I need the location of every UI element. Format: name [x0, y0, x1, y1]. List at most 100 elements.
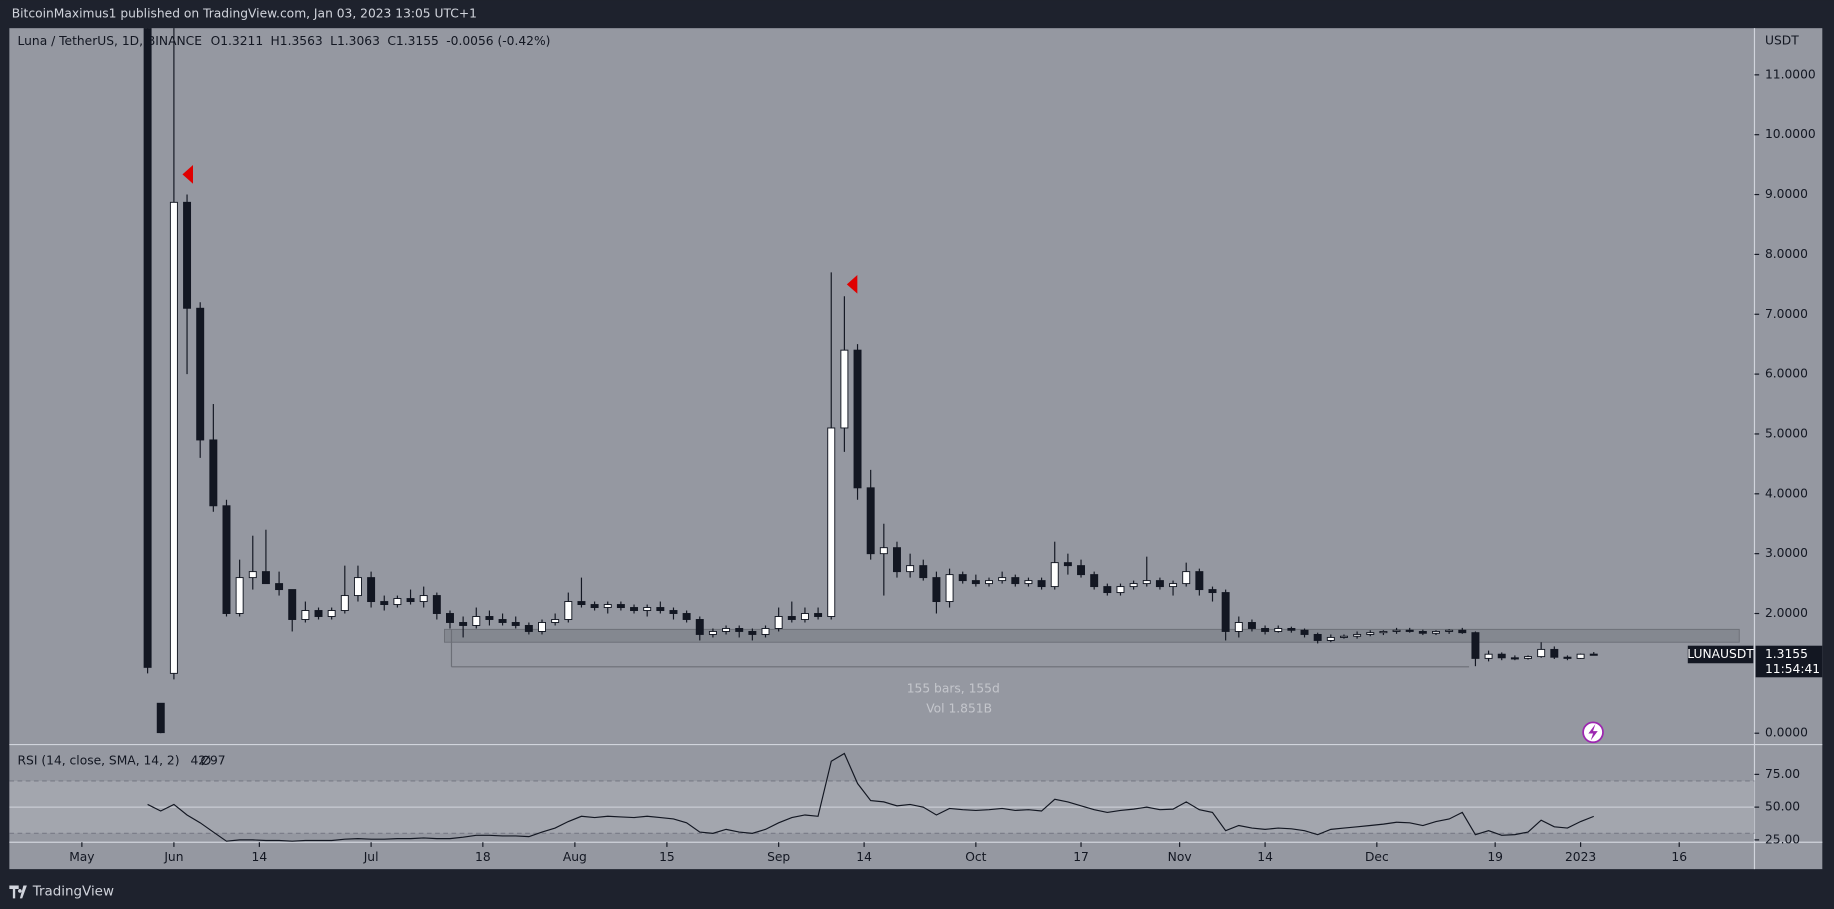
- chart-area: [9, 28, 1823, 870]
- x-tick-label: 17: [1073, 850, 1089, 864]
- ohlc-value: 1.3563: [280, 34, 323, 48]
- candle-down: [1208, 589, 1217, 594]
- candle-up: [708, 630, 717, 635]
- candle-up: [419, 595, 428, 603]
- x-tick-label: 14: [1257, 850, 1273, 864]
- candle-up: [643, 607, 652, 611]
- x-tick-label: 15: [659, 850, 675, 864]
- candle-down: [432, 595, 441, 614]
- candle-up: [906, 565, 915, 573]
- x-tick-label: Oct: [965, 850, 986, 864]
- candle-down: [669, 610, 678, 614]
- candle-down: [919, 565, 928, 579]
- rsi-legend: RSI (14, close, SMA, 14, 2) 42.97: [18, 753, 226, 767]
- candle-up: [1392, 629, 1401, 632]
- y-tick-label: 7.0000: [1765, 307, 1808, 321]
- rsi-line: [147, 752, 1594, 842]
- countdown: 11:54:41: [1765, 662, 1820, 676]
- x-tick-label: 14: [252, 850, 268, 864]
- y-tick-label: 0.0000: [1765, 726, 1808, 740]
- candle-down: [446, 613, 454, 623]
- y-tick-label: 11.0000: [1765, 67, 1816, 81]
- candle-down: [288, 589, 297, 620]
- candle-down: [1300, 629, 1309, 635]
- candle-up: [1116, 586, 1125, 594]
- candle-down: [1563, 656, 1572, 659]
- candle-up: [1326, 636, 1335, 641]
- candle-up: [827, 427, 836, 617]
- legend: Luna / TetherUS, 1D, BINANCE O1.3211 H1.…: [18, 34, 551, 48]
- price-tag: [1755, 645, 1823, 678]
- candle-down: [735, 628, 744, 632]
- candle-down: [1037, 580, 1046, 588]
- candle-down: [261, 571, 270, 585]
- candle-down: [183, 201, 192, 309]
- candle-up: [472, 616, 481, 626]
- y-tick-label: 8.0000: [1765, 247, 1808, 261]
- candle-down: [1287, 628, 1296, 631]
- ohlc-key: O: [211, 34, 221, 48]
- candle-up: [1142, 580, 1151, 585]
- red-arrow: [846, 274, 858, 294]
- symbol: Luna / TetherUS, 1D, BINANCE: [18, 34, 202, 48]
- candle-down: [787, 616, 796, 620]
- ohlc-key: L: [330, 34, 337, 48]
- candle-up: [1576, 653, 1585, 659]
- change: -0.0056 (-0.42%): [446, 34, 550, 48]
- candle-up: [945, 574, 954, 603]
- y-tick-label: 5.0000: [1765, 426, 1808, 440]
- candle-up: [761, 628, 770, 635]
- candle-up: [800, 613, 809, 620]
- y-tick-label: 75.00: [1765, 767, 1800, 781]
- candle-down: [1471, 632, 1480, 659]
- visibility-icon[interactable]: [201, 755, 211, 766]
- candle-up: [1182, 571, 1191, 585]
- candle-up: [1432, 630, 1440, 634]
- candle-up: [551, 619, 560, 623]
- candle-up: [998, 577, 1007, 582]
- candle-up: [985, 580, 993, 585]
- candle-down: [932, 577, 941, 603]
- rsi-pane: [9, 752, 1755, 842]
- candle-down: [1103, 586, 1112, 594]
- candle-up: [235, 577, 244, 614]
- candle-down: [1221, 592, 1230, 632]
- candle-up: [327, 610, 336, 617]
- candle-down: [748, 630, 757, 635]
- candle-down: [1011, 577, 1020, 585]
- candle-up: [722, 628, 731, 632]
- candle-down: [367, 577, 376, 603]
- y-tick-label: 6.0000: [1765, 367, 1808, 381]
- x-tick-label: 19: [1487, 850, 1503, 864]
- x-tick-label: Nov: [1168, 850, 1192, 864]
- candle-up: [353, 577, 362, 597]
- candle-down: [380, 601, 389, 606]
- x-tick-label: May: [69, 850, 94, 864]
- alert-icon[interactable]: [1582, 721, 1604, 744]
- brand-name: TradingView: [32, 884, 114, 899]
- candle-down: [1090, 574, 1099, 588]
- x-tick-label: Dec: [1365, 850, 1389, 864]
- x-tick-label: Jun: [163, 850, 183, 864]
- candle-up: [1274, 628, 1283, 632]
- candle-down: [511, 622, 520, 626]
- candle-down: [1418, 630, 1427, 634]
- axes: 0.0000 2.0000 3.0000 4.0000 5.0000 6.0000 7.00…: [69, 67, 1816, 864]
- candle-up: [538, 622, 546, 632]
- candle-down: [143, 28, 152, 668]
- y-tick-label: 2.0000: [1765, 606, 1808, 620]
- candle-down: [222, 505, 231, 614]
- candle-down: [866, 487, 875, 555]
- y-tick-label: 50.00: [1765, 800, 1800, 814]
- candle-down: [1510, 657, 1519, 660]
- candle-down: [630, 607, 639, 611]
- ohlc-key: C: [387, 34, 396, 48]
- y-tick-label: 9.0000: [1765, 187, 1808, 201]
- y-tick-label: 25.00: [1765, 832, 1800, 846]
- visibility-icon: [201, 755, 210, 766]
- measure-bars: 155 bars, 155d: [907, 682, 1000, 696]
- candle-up: [1353, 633, 1362, 637]
- candle-up: [564, 601, 573, 620]
- x-tick-label: 14: [856, 850, 872, 864]
- candle-down: [1195, 571, 1204, 591]
